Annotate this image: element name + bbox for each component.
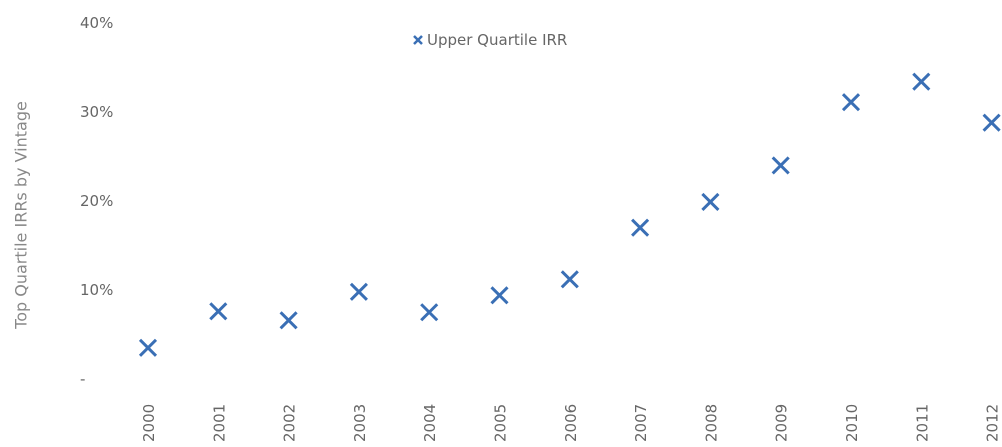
x-tick-label: 2006: [562, 404, 580, 442]
marker: [701, 192, 720, 211]
x-tick-label: 2008: [702, 404, 720, 442]
marker: [912, 72, 931, 91]
marker: [560, 270, 579, 289]
x-tick-label: 2010: [843, 404, 861, 442]
x-tick-label: 2009: [773, 404, 791, 442]
marker: [349, 282, 368, 301]
x-tick-label: 2000: [140, 404, 158, 442]
marker: [279, 311, 298, 330]
marker: [771, 156, 790, 175]
y-tick-label: 40%: [80, 14, 113, 32]
y-tick-label: 10%: [80, 281, 113, 299]
marker: [841, 93, 861, 112]
legend-marker: [413, 35, 423, 45]
legend-label: Upper Quartile IRR: [427, 31, 567, 49]
y-tick-label: 30%: [80, 103, 113, 121]
x-tick-label: 2002: [281, 404, 299, 442]
x-tick-label: 2011: [913, 404, 931, 442]
x-tick-label: 2005: [492, 404, 510, 442]
x-tick-label: 2004: [421, 404, 439, 442]
marker: [631, 218, 650, 237]
y-tick-label: 20%: [80, 192, 113, 210]
x-tick-label: 2007: [632, 404, 650, 442]
marker: [209, 302, 228, 321]
x-tick-label: 2012: [984, 404, 1002, 442]
x-tick-label: 2003: [351, 404, 369, 442]
marker: [982, 113, 1001, 132]
marker: [138, 338, 158, 357]
y-axis-label: Top Quartile IRRs by Vintage: [12, 101, 31, 330]
marker: [490, 286, 509, 305]
marker: [420, 303, 439, 322]
y-tick-label: -: [80, 370, 85, 388]
x-tick-label: 2001: [210, 404, 228, 442]
